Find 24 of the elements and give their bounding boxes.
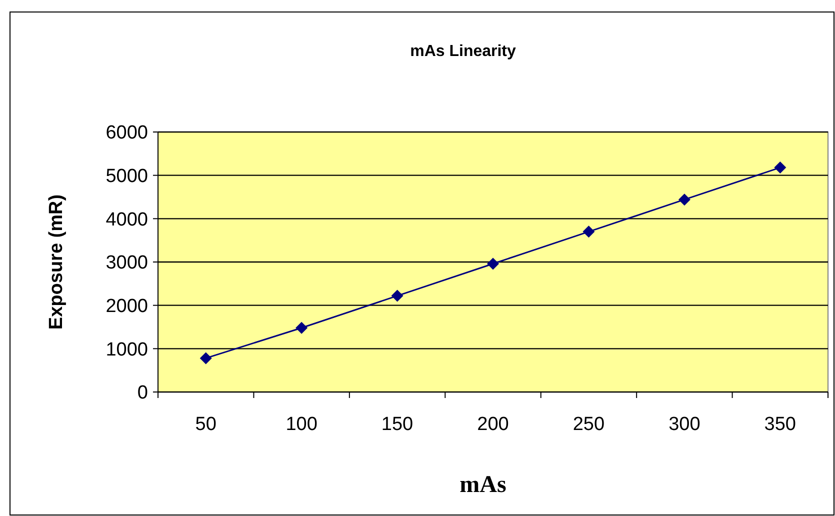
- point: [678, 194, 690, 206]
- point: [774, 162, 786, 174]
- x-tick-label: 250: [572, 414, 605, 435]
- point: [200, 352, 212, 364]
- x-tick-label: 300: [668, 414, 700, 435]
- x-tick-label: 350: [764, 414, 796, 435]
- y-axis-title: Exposure (mR): [46, 194, 67, 330]
- y-tick-label: 0: [137, 382, 148, 404]
- x-tick-label: 50: [195, 414, 216, 435]
- y-tick-label: 1000: [106, 339, 148, 360]
- x-tick-label: 150: [381, 414, 414, 435]
- x-tick-label: 200: [477, 414, 509, 435]
- point: [391, 290, 404, 302]
- y-tick-label: 5000: [106, 166, 148, 187]
- y-tick-label: 6000: [106, 122, 148, 144]
- y-tick-label: 3000: [106, 252, 148, 274]
- point: [487, 258, 499, 270]
- point: [582, 226, 595, 238]
- y-tick-label: 2000: [106, 296, 148, 317]
- x-tick-label: 100: [286, 414, 318, 435]
- y-tick-label: 4000: [106, 209, 148, 230]
- x-axis-title: mAs: [460, 472, 506, 498]
- point: [296, 322, 308, 334]
- chart-title: mAs Linearity: [410, 43, 516, 60]
